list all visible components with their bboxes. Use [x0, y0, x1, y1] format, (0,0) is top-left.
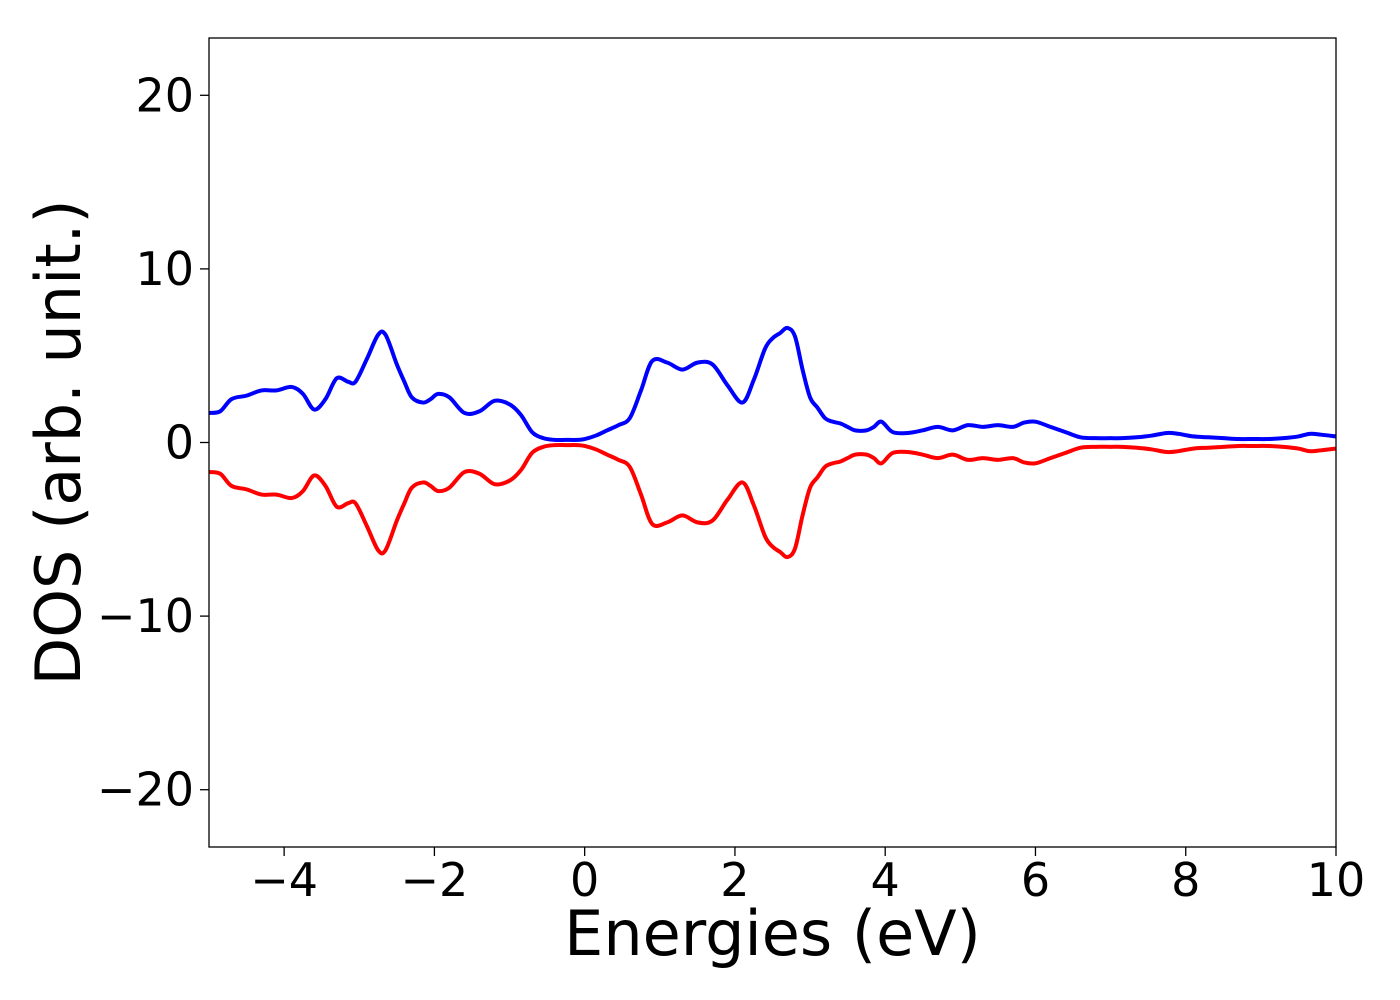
spin-down-line: [209, 442, 1336, 560]
x-tick-label: 2: [720, 853, 749, 907]
spin-up-line: [209, 325, 1336, 443]
x-tick-label: 6: [1021, 853, 1050, 907]
x-axis: −4 −2 0 2 4 6 8 10: [250, 847, 1365, 907]
x-tick-label: 8: [1171, 853, 1200, 907]
x-tick-label: −2: [400, 853, 468, 907]
x-tick-label: 10: [1307, 853, 1366, 907]
y-tick-label: 10: [135, 242, 194, 296]
y-axis-label: DOS (arb. unit.): [22, 199, 95, 685]
y-tick-label: −20: [97, 763, 194, 817]
x-axis-label: Energies (eV): [564, 897, 981, 970]
y-tick-label: −10: [97, 589, 194, 643]
x-tick-label: 0: [570, 853, 599, 907]
y-tick-label: 0: [165, 416, 194, 470]
y-axis: −20 −10 0 10 20: [97, 68, 209, 817]
x-tick-label: −4: [250, 853, 318, 907]
y-tick-label: 20: [135, 68, 194, 122]
x-tick-label: 4: [871, 853, 900, 907]
series-layer: [209, 325, 1336, 560]
